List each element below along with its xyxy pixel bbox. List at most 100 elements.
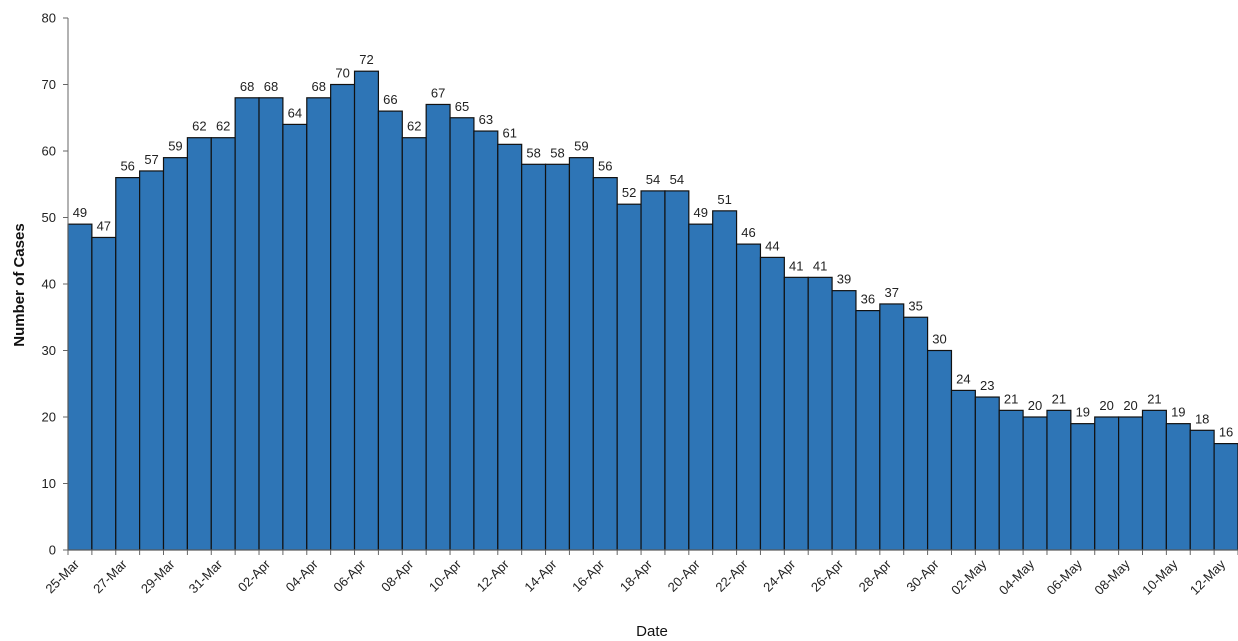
- bar: [67, 223, 93, 551]
- data-label: 51: [717, 192, 731, 207]
- bar: [807, 276, 833, 551]
- data-label: 49: [694, 205, 708, 220]
- bar: [497, 143, 523, 551]
- data-label: 64: [288, 105, 302, 120]
- x-tick-label: 22-Apr: [712, 556, 751, 595]
- x-tick-label: 28-Apr: [856, 556, 895, 595]
- y-tick-label: 80: [42, 11, 56, 26]
- data-label: 67: [431, 85, 445, 100]
- bar: [1213, 443, 1238, 551]
- x-axis-title: Date: [636, 623, 668, 640]
- data-label: 62: [407, 119, 421, 134]
- y-tick-label: 20: [42, 410, 56, 425]
- x-tick-label: 04-May: [996, 556, 1038, 598]
- bar: [1189, 429, 1215, 551]
- data-label: 37: [885, 285, 899, 300]
- x-tick-label: 10-Apr: [426, 556, 465, 595]
- bar: [210, 137, 236, 551]
- data-label: 68: [240, 79, 254, 94]
- y-tick-label: 70: [42, 77, 56, 92]
- bar: [377, 110, 403, 551]
- x-tick-label: 16-Apr: [569, 556, 608, 595]
- data-label: 39: [837, 272, 851, 287]
- bar: [879, 303, 905, 551]
- y-axis-ticks: 0 10 20 30 40 50 60 70 80: [42, 11, 68, 558]
- y-tick-label: 50: [42, 210, 56, 225]
- bar: [998, 409, 1024, 551]
- data-label: 52: [622, 185, 636, 200]
- bar: [831, 290, 857, 551]
- x-tick-label: 12-May: [1187, 556, 1229, 598]
- x-tick-label: 20-Apr: [665, 556, 704, 595]
- data-label: 56: [120, 159, 134, 174]
- bar: [1022, 416, 1048, 551]
- bar: [688, 223, 714, 551]
- bar: [234, 97, 260, 551]
- data-label: 68: [311, 79, 325, 94]
- x-tick-label: 02-May: [948, 556, 990, 598]
- data-label: 58: [526, 145, 540, 160]
- x-tick-label: 06-May: [1044, 556, 1086, 598]
- data-label: 21: [1147, 391, 1161, 406]
- data-label: 16: [1219, 425, 1233, 440]
- data-label: 21: [1052, 391, 1066, 406]
- x-tick-label: 25-Mar: [42, 556, 82, 596]
- x-tick-label: 29-Mar: [138, 556, 178, 596]
- bar: [282, 123, 308, 551]
- data-label: 59: [574, 139, 588, 154]
- x-tick-label: 18-Apr: [617, 556, 656, 595]
- data-label: 30: [932, 332, 946, 347]
- x-tick-label: 06-Apr: [330, 556, 369, 595]
- bar: [544, 163, 571, 551]
- bar: [139, 170, 165, 551]
- bar: [616, 203, 642, 551]
- y-axis-title: Number of Cases: [11, 223, 28, 346]
- data-label: 19: [1171, 405, 1185, 420]
- bar: [521, 163, 547, 551]
- bar: [330, 83, 356, 551]
- bar: [640, 190, 666, 551]
- data-label: 72: [359, 52, 373, 67]
- bar: [1141, 409, 1167, 551]
- data-label: 24: [956, 371, 970, 386]
- x-tick-label: 12-Apr: [474, 556, 513, 595]
- bar: [115, 177, 141, 551]
- bar: [1046, 409, 1072, 551]
- data-label: 21: [1004, 391, 1018, 406]
- data-label: 19: [1076, 405, 1090, 420]
- bar: [783, 276, 809, 551]
- bar: [425, 103, 451, 551]
- data-label: 36: [861, 292, 875, 307]
- bar-series: [67, 70, 1238, 551]
- bar: [1070, 423, 1096, 551]
- bar: [568, 157, 594, 551]
- data-label: 20: [1028, 398, 1042, 413]
- data-label: 62: [216, 119, 230, 134]
- x-axis-ticks: 25-Mar 27-Mar 29-Mar 31-Mar 02-Apr 04-Apr 06-A…: [42, 550, 1238, 598]
- data-label: 58: [550, 145, 564, 160]
- data-label: 61: [502, 125, 516, 140]
- bar: [162, 157, 188, 551]
- data-label: 44: [765, 238, 779, 253]
- data-label: 57: [144, 152, 158, 167]
- data-label: 54: [646, 172, 660, 187]
- data-label: 47: [97, 218, 111, 233]
- bar: [473, 130, 499, 551]
- data-label: 65: [455, 99, 469, 114]
- data-label: 41: [813, 258, 827, 273]
- bar: [306, 97, 332, 551]
- bar: [735, 243, 762, 551]
- y-tick-label: 60: [42, 144, 56, 159]
- y-tick-label: 40: [42, 277, 56, 292]
- x-tick-label: 10-May: [1139, 556, 1181, 598]
- data-label: 70: [335, 66, 349, 81]
- data-label: 56: [598, 159, 612, 174]
- x-tick-label: 08-May: [1091, 556, 1133, 598]
- data-label: 20: [1099, 398, 1113, 413]
- data-label: 35: [908, 298, 922, 313]
- bar: [449, 117, 475, 551]
- bar: [950, 389, 976, 551]
- bar: [712, 210, 738, 551]
- x-tick-label: 31-Mar: [186, 556, 226, 596]
- data-label: 49: [73, 205, 87, 220]
